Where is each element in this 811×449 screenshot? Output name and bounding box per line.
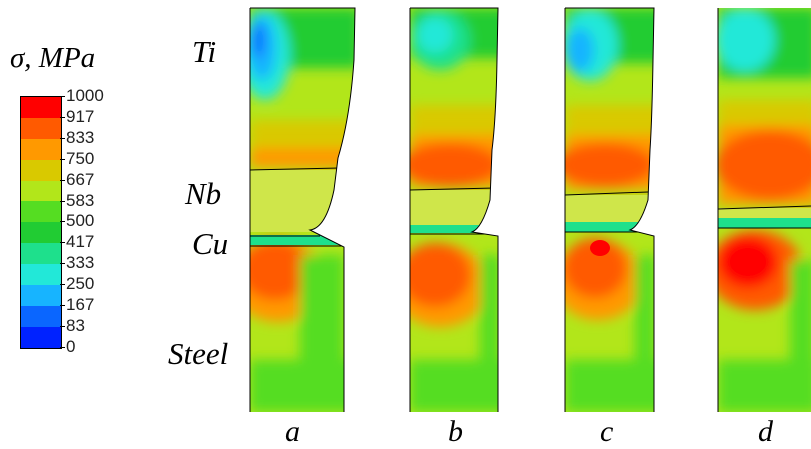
legend-tick-mark bbox=[60, 179, 65, 181]
legend-band bbox=[21, 326, 61, 348]
panel-label-d: d bbox=[758, 415, 773, 448]
legend-tick-label: 167 bbox=[66, 295, 95, 314]
legend-tick-label: 750 bbox=[66, 148, 95, 168]
legend-band bbox=[21, 138, 61, 160]
legend-tick-mark bbox=[60, 158, 65, 160]
legend-tick-mark bbox=[60, 284, 65, 286]
legend-band bbox=[21, 180, 61, 202]
panel-b-contour bbox=[410, 8, 498, 412]
panel-c-contour bbox=[565, 8, 654, 412]
legend-tick-mark bbox=[60, 346, 65, 348]
legend-tick-label: 1000 bbox=[66, 86, 104, 105]
legend-band bbox=[21, 305, 61, 327]
legend-tick-label: 0 bbox=[66, 336, 76, 356]
legend-tick-label: 333 bbox=[66, 253, 95, 273]
legend-tick-mark bbox=[60, 263, 65, 265]
legend-tick-mark bbox=[60, 242, 65, 244]
legend-tick-mark bbox=[60, 221, 65, 223]
panel-label-a: a bbox=[285, 415, 300, 448]
legend-tick-label: 667 bbox=[66, 169, 95, 189]
panel-d-contour bbox=[718, 8, 811, 412]
legend-band bbox=[21, 264, 61, 286]
legend-color-bar bbox=[20, 96, 62, 349]
legend-band bbox=[21, 201, 61, 223]
legend-tick-mark bbox=[60, 325, 65, 327]
panel-label-c: c bbox=[600, 415, 614, 448]
stress-unit-label: σ, MPa bbox=[10, 42, 96, 74]
legend-tick-label: 500 bbox=[66, 211, 95, 231]
legend-band bbox=[21, 285, 61, 306]
legend-band bbox=[21, 117, 61, 139]
legend-tick-label: 83 bbox=[66, 315, 85, 335]
panel-a-contour bbox=[250, 8, 355, 412]
legend-tick-label: 417 bbox=[66, 232, 95, 252]
material-label-steel: Steel bbox=[168, 336, 229, 371]
legend-tick-label: 917 bbox=[66, 106, 95, 126]
legend-tick-mark bbox=[60, 200, 65, 202]
legend-tick-mark bbox=[60, 96, 65, 97]
legend-tick-mark bbox=[60, 305, 65, 306]
legend-tick-label: 583 bbox=[66, 190, 95, 210]
panel-label-b: b bbox=[448, 415, 463, 448]
material-label-nb: Nb bbox=[185, 176, 222, 211]
legend-band bbox=[21, 159, 61, 181]
legend-band bbox=[21, 97, 61, 118]
legend-tick-label: 250 bbox=[66, 274, 95, 294]
legend-tick-mark bbox=[60, 116, 65, 118]
legend-band bbox=[21, 243, 61, 265]
material-label-ti: Ti bbox=[192, 34, 217, 69]
material-label-cu: Cu bbox=[192, 226, 229, 261]
legend-tick-mark bbox=[60, 137, 65, 139]
legend-tick-label: 833 bbox=[66, 127, 95, 147]
legend-band bbox=[21, 222, 61, 244]
